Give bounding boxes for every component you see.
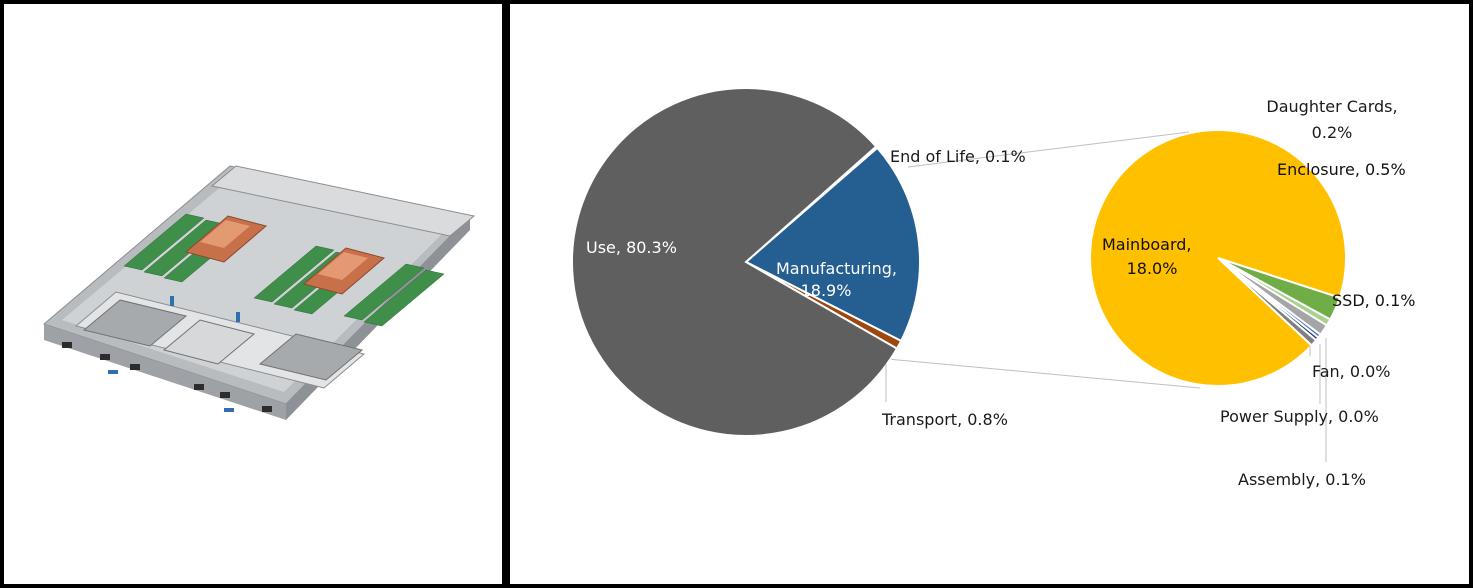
pie-of-pie-chart: Use, 80.3% Manufacturing, 18.9% End of L…: [571, 87, 1415, 489]
label-manufacturing-value: 18.9%: [801, 281, 852, 300]
label-daughter-cards-value: 0.2%: [1312, 123, 1353, 142]
label-assembly: Assembly, 0.1%: [1238, 470, 1366, 489]
main-pie: [571, 87, 921, 437]
label-power-supply: Power Supply, 0.0%: [1220, 407, 1379, 426]
label-ssd: SSD, 0.1%: [1332, 291, 1415, 310]
chart-panel: Use, 80.3% Manufacturing, 18.9% End of L…: [506, 0, 1473, 588]
label-mainboard-value: 18.0%: [1127, 259, 1178, 278]
label-daughter-cards-name: Daughter Cards,: [1266, 97, 1397, 116]
server-blade-icon: [42, 165, 476, 420]
label-fan: Fan, 0.0%: [1312, 362, 1391, 381]
label-transport: Transport, 0.8%: [881, 410, 1008, 429]
label-mainboard-name: Mainboard,: [1102, 235, 1191, 254]
slice-mainboard: [1089, 129, 1347, 387]
label-enclosure: Enclosure, 0.5%: [1277, 160, 1406, 179]
slice-manufacturing: [744, 146, 921, 343]
leader-lines: [885, 338, 1327, 462]
connector-line-top: [907, 131, 1190, 168]
label-end-of-life: End of Life, 0.1%: [890, 147, 1026, 166]
slice-use: [571, 87, 899, 437]
pie-connector-lines: [887, 131, 1201, 389]
label-manufacturing-name: Manufacturing,: [776, 259, 897, 278]
breakdown-pie: [1089, 129, 1347, 387]
connector-line-bottom: [887, 358, 1201, 389]
product-image-panel: [0, 0, 506, 588]
label-use: Use, 80.3%: [586, 238, 677, 257]
